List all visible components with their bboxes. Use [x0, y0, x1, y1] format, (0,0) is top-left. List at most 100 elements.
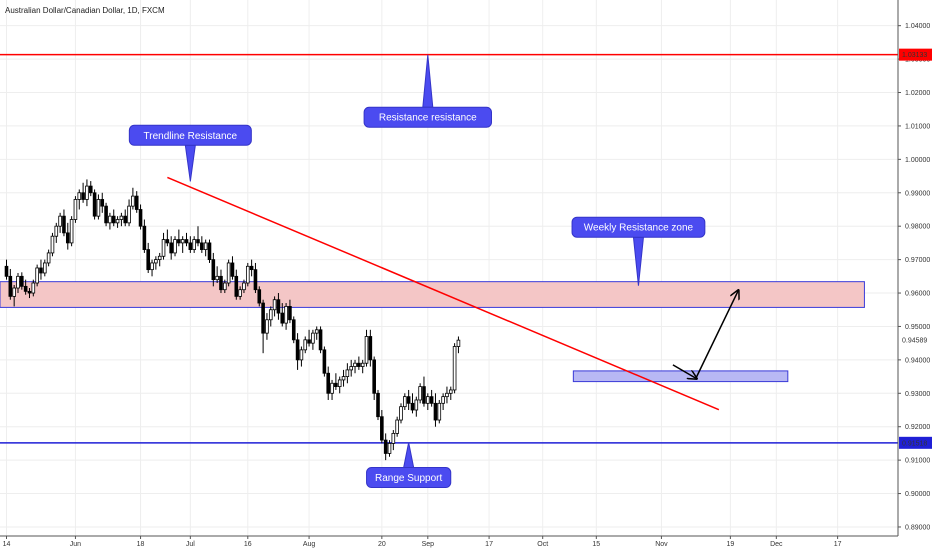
candle-body — [284, 306, 288, 324]
candle-body — [73, 199, 78, 220]
y-tick-label: 1.04000 — [905, 23, 930, 30]
x-tick-label: 19 — [726, 541, 734, 548]
price-line-tag-label: 0.91518 — [902, 440, 927, 447]
candle-body — [81, 192, 85, 200]
candle-body — [376, 392, 380, 418]
range-support-pointer — [403, 442, 415, 469]
candle-body — [54, 225, 59, 237]
candle-body — [265, 319, 269, 334]
x-tick-label: 14 — [3, 541, 11, 548]
candle-body — [437, 402, 442, 421]
price-tags: 1.03133 0.91518 0.94589 — [899, 48, 932, 449]
candle-body — [357, 362, 361, 367]
x-tick-label: Sep — [422, 541, 435, 548]
candle-body — [234, 275, 239, 297]
candle-body — [150, 262, 154, 271]
y-tick-label: 0.96000 — [905, 291, 930, 298]
candle-body — [196, 239, 200, 244]
candle-body — [211, 259, 216, 281]
candle-body — [177, 239, 181, 244]
candle-body — [337, 379, 342, 388]
candles-layer — [4, 179, 461, 461]
resistance-resistance-pointer — [422, 54, 434, 108]
candle-body — [20, 275, 24, 287]
chart-grid — [0, 0, 898, 536]
y-tick-label: 0.91000 — [905, 458, 930, 465]
price-line-tag-label: 1.03133 — [902, 52, 927, 59]
candle-body — [372, 359, 376, 394]
candle-body — [12, 287, 16, 297]
candle-body — [192, 239, 196, 250]
candle-body — [188, 242, 193, 250]
candle-body — [219, 275, 223, 291]
candle-body — [410, 402, 415, 411]
candle-body — [134, 195, 139, 210]
candle-body — [334, 382, 338, 388]
candle-body — [4, 265, 9, 277]
candle-body — [268, 309, 273, 321]
current-price-tag-label: 0.94589 — [902, 338, 927, 345]
price-lines-layer — [0, 53, 898, 444]
candle-body — [425, 396, 430, 404]
resistance-resistance-box — [363, 106, 493, 128]
candle-body — [307, 339, 311, 344]
candle-body — [108, 215, 112, 224]
y-tick-label: 0.90000 — [905, 491, 930, 498]
price-line-tag-box — [899, 436, 932, 449]
candle-body — [31, 282, 36, 294]
x-tick-label: 17 — [485, 541, 493, 548]
candle-body — [383, 439, 388, 454]
candle-body — [207, 242, 212, 261]
candle-body — [360, 362, 365, 367]
y-tick-label: 1.02000 — [905, 90, 930, 97]
current-price-tag-box — [899, 334, 932, 347]
x-tick-label: 18 — [137, 541, 145, 548]
candle-body — [85, 185, 89, 200]
candle-body — [422, 386, 426, 404]
candle-body — [100, 199, 105, 207]
trendline-resistance-pointer — [184, 144, 196, 182]
candle-body — [288, 306, 292, 321]
zones-layer — [0, 281, 865, 383]
range-support-label: Range Support — [375, 473, 442, 484]
candle-body — [154, 259, 158, 264]
candle-body — [433, 402, 438, 421]
weekly-resistance-zone — [0, 281, 865, 308]
y-tick-label: 0.99000 — [905, 190, 930, 197]
y-tick-label: 0.97000 — [905, 257, 930, 264]
candle-body — [299, 349, 304, 361]
candle-body — [180, 239, 185, 244]
y-tick-label: 0.98000 — [905, 224, 930, 231]
candle-body — [65, 232, 70, 244]
candle-body — [43, 262, 47, 274]
candle-body — [303, 339, 308, 351]
candle-body — [261, 302, 265, 334]
candle-body — [330, 382, 334, 394]
candle-body — [445, 392, 449, 398]
candle-body — [418, 386, 422, 401]
candle-body — [62, 215, 66, 234]
chart-title: Australian Dollar/Canadian Dollar, 1D, F… — [5, 6, 165, 15]
candle-body — [391, 432, 396, 444]
price-axis[interactable]: 1.040001.030001.020001.010001.000000.990… — [898, 23, 930, 531]
candle-body — [414, 399, 419, 411]
time-axis[interactable]: 14 Jun 18 Jul 16 Aug 20 Sep 17 Oct 15 Nov 19 Dec 17 — [3, 536, 842, 548]
candle-body — [50, 235, 55, 254]
candle-body — [403, 396, 407, 408]
price-line-tag-box — [899, 48, 932, 61]
candle-body — [16, 275, 20, 289]
candle-body — [27, 290, 32, 294]
candle-body — [35, 267, 39, 284]
candle-body — [104, 205, 108, 224]
candle-body — [364, 336, 369, 364]
candle-body — [115, 219, 120, 224]
candle-body — [253, 269, 258, 291]
candle-body — [173, 239, 177, 254]
candle-body — [280, 312, 285, 324]
range-support-box — [366, 467, 452, 489]
weekly-resistance-zone-pointer — [632, 236, 645, 286]
weekly-resistance-zone-label: Weekly Resistance zone — [584, 223, 694, 234]
y-tick-label: 0.89000 — [905, 524, 930, 531]
resistance-resistance-label: Resistance resistance — [379, 113, 477, 124]
